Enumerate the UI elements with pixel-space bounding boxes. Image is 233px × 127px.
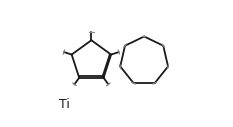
Text: Ti: Ti <box>59 98 70 112</box>
